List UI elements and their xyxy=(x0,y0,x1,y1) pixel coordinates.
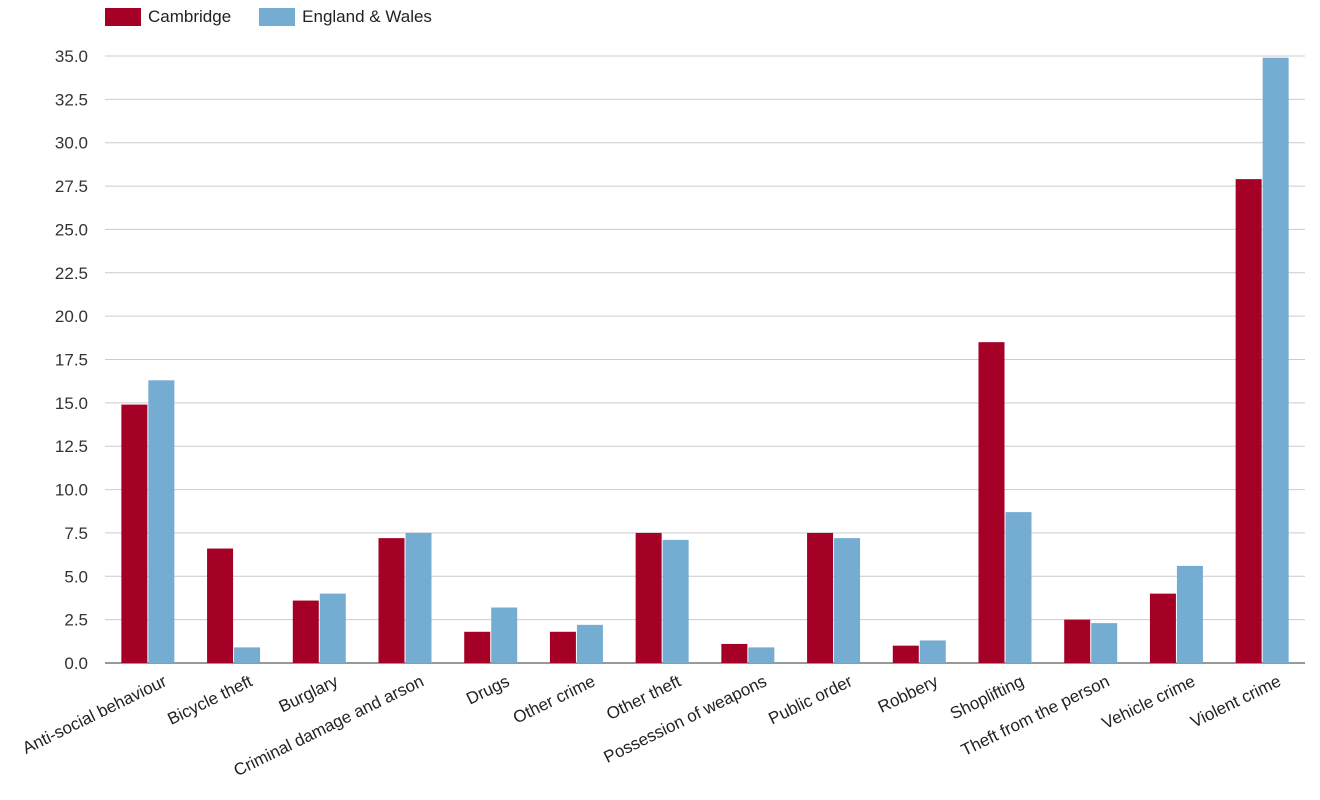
bar-cambridge xyxy=(292,600,319,663)
bar-cambridge xyxy=(464,631,491,663)
y-tick-label: 2.5 xyxy=(64,611,88,630)
x-tick-label: Other crime xyxy=(510,672,598,728)
bar-cambridge xyxy=(549,631,576,663)
x-tick-label: Possession of weapons xyxy=(601,672,770,767)
y-tick-label: 15.0 xyxy=(55,394,88,413)
bar-cambridge xyxy=(892,645,919,663)
bar-cambridge xyxy=(1064,619,1091,663)
x-tick-label: Drugs xyxy=(463,672,512,709)
bar-england-wales xyxy=(405,532,432,663)
legend-label-cambridge: Cambridge xyxy=(148,7,232,26)
y-tick-label: 22.5 xyxy=(55,264,88,283)
x-tick-label: Robbery xyxy=(875,671,942,716)
y-tick-label: 7.5 xyxy=(64,524,88,543)
y-tick-label: 27.5 xyxy=(55,177,88,196)
bar-england-wales xyxy=(1262,57,1289,663)
bar-cambridge xyxy=(807,532,834,663)
bar-cambridge xyxy=(121,404,148,663)
bar-cambridge xyxy=(1149,593,1176,663)
bar-england-wales xyxy=(919,640,946,663)
legend-item-england-wales[interactable]: England & Wales xyxy=(259,7,432,27)
x-tick-label: Burglary xyxy=(276,671,342,716)
y-tick-label: 10.0 xyxy=(55,481,88,500)
bar-england-wales xyxy=(1091,623,1118,663)
bar-cambridge xyxy=(978,342,1005,663)
legend-item-cambridge[interactable]: Cambridge xyxy=(105,7,231,27)
legend-swatch-cambridge xyxy=(105,8,141,26)
x-tick-label: Anti-social behaviour xyxy=(19,671,169,757)
y-tick-label: 35.0 xyxy=(55,47,88,66)
bar-cambridge xyxy=(378,538,405,663)
y-tick-label: 17.5 xyxy=(55,351,88,370)
bar-england-wales xyxy=(748,647,775,663)
bar-england-wales xyxy=(1176,565,1203,663)
x-tick-label: Violent crime xyxy=(1188,672,1284,732)
y-tick-label: 5.0 xyxy=(64,567,88,586)
y-tick-label: 32.5 xyxy=(55,90,88,109)
bar-england-wales xyxy=(1005,512,1032,663)
x-tick-label: Public order xyxy=(765,671,855,728)
bar-cambridge xyxy=(721,643,748,663)
bar-cambridge xyxy=(207,548,234,663)
y-tick-label: 0.0 xyxy=(64,654,88,673)
x-tick-label: Vehicle crime xyxy=(1099,672,1198,733)
bar-england-wales xyxy=(834,538,861,663)
bar-cambridge xyxy=(1235,179,1262,664)
legend-swatch-england-wales xyxy=(259,8,296,26)
legend: Cambridge England & Wales xyxy=(105,7,460,27)
bar-england-wales xyxy=(148,380,175,663)
x-tick-label: Bicycle theft xyxy=(165,671,256,728)
bar-england-wales xyxy=(662,539,689,663)
y-tick-label: 30.0 xyxy=(55,134,88,153)
y-tick-label: 12.5 xyxy=(55,437,88,456)
bar-england-wales xyxy=(234,647,261,663)
x-tick-label: Theft from the person xyxy=(958,672,1112,760)
bar-cambridge xyxy=(635,532,662,663)
y-tick-label: 25.0 xyxy=(55,220,88,239)
y-tick-label: 20.0 xyxy=(55,307,88,326)
bar-england-wales xyxy=(319,593,346,663)
bar-england-wales xyxy=(576,624,603,663)
bar-england-wales xyxy=(491,607,518,663)
legend-label-england-wales: England & Wales xyxy=(302,7,432,26)
